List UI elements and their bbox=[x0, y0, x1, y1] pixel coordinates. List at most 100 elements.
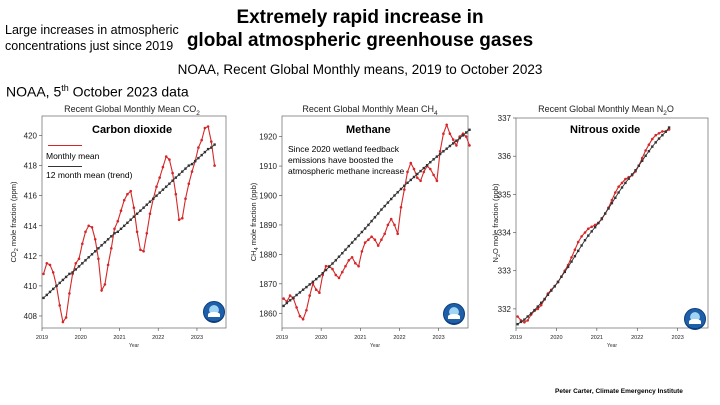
y-axis-label: CO2 mole fraction (ppm) bbox=[9, 181, 20, 263]
trend-point bbox=[452, 142, 455, 145]
trend-point bbox=[68, 272, 71, 276]
trend-point bbox=[533, 308, 536, 312]
trend-point bbox=[435, 155, 439, 158]
trend-point bbox=[432, 158, 435, 161]
monthly-point bbox=[432, 173, 435, 177]
monthly-point bbox=[593, 223, 597, 227]
trend-line bbox=[517, 127, 670, 325]
trend-point bbox=[422, 166, 425, 170]
noaa-logo-icon bbox=[443, 303, 465, 325]
trend-point bbox=[123, 224, 126, 227]
monthly-point bbox=[206, 125, 210, 128]
trend-point bbox=[419, 169, 422, 173]
trend-point bbox=[145, 203, 148, 206]
trend-point bbox=[171, 179, 174, 182]
trend-point bbox=[97, 247, 100, 250]
y-axis-label: CH4 mole fraction (ppb) bbox=[249, 182, 260, 261]
trend-point bbox=[380, 208, 383, 211]
trend-point bbox=[321, 272, 324, 275]
monthly-point bbox=[334, 273, 338, 277]
trend-point bbox=[553, 285, 556, 288]
monthly-point bbox=[122, 198, 126, 202]
trend-point bbox=[328, 265, 331, 268]
monthly-point bbox=[570, 256, 573, 259]
n2o-gas-label: Nitrous oxide bbox=[570, 124, 641, 136]
monthly-point bbox=[90, 226, 94, 229]
trend-point bbox=[311, 280, 315, 283]
co2-chart: 408 410 412 414 416 418 420 2019 2020 2021 2022 202… bbox=[9, 115, 227, 349]
trend-point bbox=[119, 227, 123, 230]
plot-frame bbox=[281, 115, 469, 329]
y-tick-label: 410 bbox=[24, 282, 38, 291]
monthly-point bbox=[337, 276, 341, 280]
y-tick-label: 335 bbox=[498, 190, 512, 199]
monthly-point bbox=[451, 138, 455, 141]
trend-point bbox=[341, 252, 344, 255]
monthly-point bbox=[110, 247, 113, 250]
monthly-point bbox=[129, 189, 132, 193]
x-tick-label: 2022 bbox=[631, 335, 643, 341]
monthly-point bbox=[386, 223, 390, 227]
monthly-point bbox=[526, 319, 529, 322]
trend-point bbox=[403, 184, 406, 187]
monthly-point bbox=[442, 132, 445, 135]
monthly-point bbox=[87, 224, 90, 228]
trend-point bbox=[64, 275, 68, 279]
monthly-point bbox=[380, 238, 383, 241]
x-tick-label: 2023 bbox=[191, 335, 203, 341]
monthly-point bbox=[282, 297, 285, 300]
legend-trend-label: 12 month mean (trend) bbox=[46, 170, 133, 180]
trend-point bbox=[324, 268, 328, 272]
legend-monthly-label: Monthly mean bbox=[46, 151, 100, 161]
trend-point bbox=[155, 194, 158, 197]
trend-point bbox=[516, 323, 519, 326]
monthly-point bbox=[438, 150, 442, 153]
monthly-point bbox=[81, 242, 84, 246]
source-suffix: October 2023 data bbox=[68, 83, 189, 100]
monthly-point bbox=[51, 271, 55, 274]
monthly-point bbox=[113, 227, 116, 231]
monthly-point bbox=[64, 316, 68, 319]
monthly-point bbox=[429, 167, 432, 171]
trend-point bbox=[45, 293, 48, 297]
y-tick-label: 414 bbox=[24, 222, 38, 231]
trend-point bbox=[77, 265, 81, 268]
ch4-chart: 1860 1870 1880 1890 1900 1910 1920 2019 2020 2021… bbox=[249, 115, 471, 349]
monthly-point bbox=[168, 158, 171, 161]
trend-point bbox=[87, 256, 90, 259]
monthly-point bbox=[142, 250, 145, 253]
trend-point bbox=[409, 178, 412, 182]
trend-point bbox=[48, 290, 52, 294]
monthly-point bbox=[197, 146, 200, 149]
x-tick-label: 2021 bbox=[113, 335, 125, 341]
trend-point bbox=[295, 293, 298, 297]
trend-point bbox=[94, 250, 97, 253]
trend-point bbox=[61, 278, 65, 282]
trend-point bbox=[363, 227, 367, 230]
trend-point bbox=[566, 265, 570, 269]
y-tick-label: 1880 bbox=[259, 250, 277, 259]
y-tick-label: 333 bbox=[498, 267, 512, 276]
trend-point bbox=[386, 201, 390, 204]
trend-point bbox=[641, 159, 644, 162]
monthly-point bbox=[422, 170, 426, 174]
trend-point bbox=[634, 169, 637, 172]
trend-point bbox=[560, 275, 563, 278]
trend-point bbox=[577, 249, 580, 253]
n2o-chart: 332 333 334 335 336 337 2019 2020 2021 2022 2023 Ye… bbox=[491, 114, 709, 349]
trend-point bbox=[604, 212, 607, 215]
monthly-point bbox=[647, 143, 651, 146]
monthly-point bbox=[396, 232, 399, 236]
y-tick-label: 1890 bbox=[259, 221, 277, 230]
monthly-point bbox=[77, 257, 81, 261]
trend-point bbox=[600, 217, 603, 220]
monthly-point bbox=[399, 206, 403, 209]
trend-point bbox=[305, 285, 308, 289]
trend-point bbox=[285, 301, 288, 305]
trend-point bbox=[337, 255, 341, 258]
monthly-point bbox=[318, 291, 321, 294]
trend-point bbox=[203, 150, 207, 154]
trend-point bbox=[197, 156, 200, 160]
trend-point bbox=[654, 141, 657, 144]
trend-point bbox=[55, 284, 58, 288]
